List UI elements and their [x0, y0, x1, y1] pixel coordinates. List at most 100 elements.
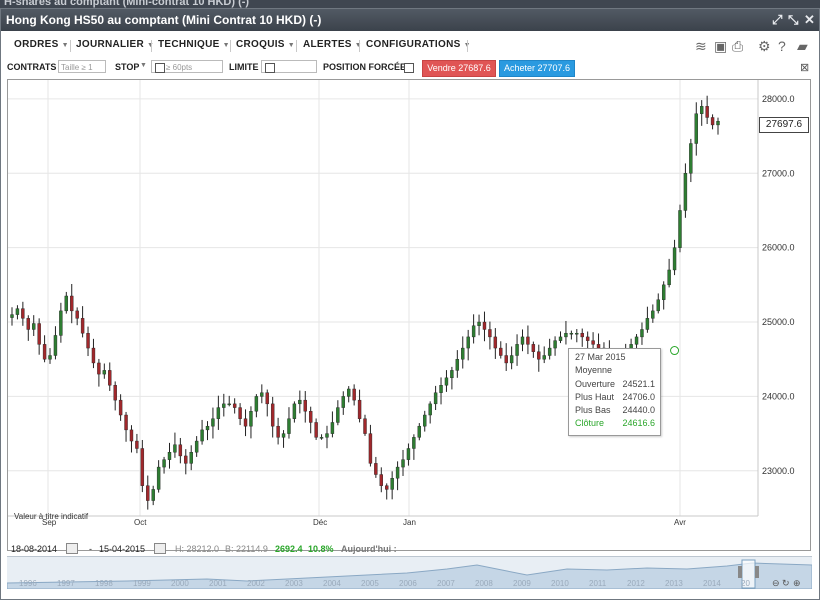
- buy-button[interactable]: Acheter 27707.6: [499, 60, 575, 77]
- candle-body: [308, 411, 313, 423]
- help-icon[interactable]: ?: [778, 38, 786, 54]
- print-icon[interactable]: ⎙: [732, 38, 744, 54]
- candle-body: [347, 388, 351, 397]
- end-date: 15-04-2015: [99, 544, 146, 554]
- menu-bar: ORDRES▼ JOURNALIER▼ TECHNIQUE▼ CROQUIS▼ …: [1, 33, 819, 59]
- candle-body: [336, 407, 340, 423]
- collapse-icon[interactable]: ⤡: [788, 12, 799, 27]
- tooltip-date: 27 Mar 2015: [575, 352, 626, 362]
- range-handle-left[interactable]: [738, 566, 742, 578]
- start-calendar-icon[interactable]: [66, 543, 78, 554]
- chart-area[interactable]: 28000.0 27000.0 26000.0 25000.0 24000.0 23000…: [7, 79, 811, 551]
- navigator-year-label: 2009: [513, 579, 531, 588]
- x-tick-label: Oct: [134, 518, 147, 527]
- range-handle-right[interactable]: [755, 566, 759, 578]
- x-tick-label: Sep: [42, 518, 57, 527]
- candle-body: [156, 466, 161, 490]
- candle-body: [254, 396, 259, 412]
- layers-icon[interactable]: ≋: [695, 38, 707, 54]
- candle-body: [15, 308, 20, 315]
- candle-body: [412, 437, 416, 449]
- candle-body: [276, 425, 280, 438]
- gear-icon[interactable]: ⚙: [758, 38, 771, 54]
- menu-alerts[interactable]: ALERTES▼: [303, 39, 362, 50]
- candle-body: [48, 355, 52, 360]
- candle-body: [216, 407, 221, 419]
- order-bar: CONTRATS Taille ≥ 1 STOP ▼ ≥ 60pts LIMIT…: [1, 59, 819, 77]
- navigator-year-label: 2011: [589, 579, 607, 588]
- candle-body: [325, 433, 329, 438]
- stop-dropdown-caret[interactable]: ▼: [140, 62, 147, 69]
- contracts-size-input[interactable]: Taille ≥ 1: [58, 60, 106, 73]
- forced-position-checkbox[interactable]: [404, 63, 414, 73]
- tooltip-high-value: 24706.0: [622, 392, 655, 402]
- tooltip-close-label: Clôture: [575, 418, 605, 428]
- time-navigator[interactable]: 1996 1997 1998 1999 2000 2001 2002 2003 2004 2005…: [7, 556, 812, 589]
- limit-input[interactable]: [261, 60, 317, 73]
- sell-button[interactable]: Vendre 27687.6: [422, 60, 496, 77]
- candle-body: [395, 466, 400, 479]
- navigator-year-label: 1999: [133, 579, 151, 588]
- candle-body: [21, 308, 25, 319]
- candle-body: [113, 385, 117, 401]
- limit-checkbox[interactable]: [265, 63, 275, 73]
- y-tick-label: 24000.0: [762, 391, 795, 401]
- candle-body: [227, 403, 231, 406]
- comment-icon[interactable]: ▰: [797, 38, 808, 54]
- candle-body: [10, 314, 14, 318]
- fullscreen-icon[interactable]: ⊠: [800, 62, 810, 74]
- candle-body: [444, 377, 449, 386]
- x-tick-label: Jan: [403, 518, 416, 527]
- y-tick-label: 23000.0: [762, 466, 795, 476]
- candle-body: [499, 347, 503, 356]
- stop-distance-input[interactable]: ≥ 60pts: [151, 60, 223, 73]
- candle-body: [656, 299, 660, 312]
- candle-body: [232, 403, 237, 408]
- candle-body: [129, 429, 134, 442]
- current-price-label: 27697.6: [759, 117, 809, 133]
- forced-position-label: POSITION FORCÉE: [323, 62, 407, 72]
- candle-body: [32, 323, 36, 330]
- period-low: B: 22114.9: [225, 544, 268, 554]
- stop-checkbox[interactable]: [155, 63, 165, 73]
- candle-body: [651, 310, 655, 319]
- candle-tooltip: 27 Mar 2015 Moyenne Ouverture 24521.1 Pl…: [568, 348, 661, 436]
- zoom-in-icon[interactable]: ⊕: [793, 578, 801, 588]
- menu-sketches[interactable]: CROQUIS ▼: [236, 39, 296, 50]
- candle-body: [146, 485, 150, 501]
- menu-settings[interactable]: CONFIGURATIONS▼: [366, 39, 471, 50]
- candle-body: [292, 403, 297, 419]
- candle-body: [509, 355, 514, 364]
- candle-body: [173, 444, 177, 453]
- candle-body: [108, 370, 112, 386]
- y-tick-label: 27000.0: [762, 168, 795, 178]
- close-icon[interactable]: ✕: [804, 12, 815, 27]
- menu-journal[interactable]: JOURNALIER▼: [76, 39, 154, 50]
- zoom-out-icon[interactable]: ⊖: [772, 578, 780, 588]
- candle-body: [270, 403, 275, 427]
- period-high: H: 28212.0: [175, 544, 220, 554]
- expand-icon[interactable]: ⤢: [772, 12, 783, 27]
- menu-orders[interactable]: ORDRES ▼: [14, 39, 69, 50]
- candle-body: [75, 310, 79, 319]
- candle-body: [189, 452, 193, 464]
- candlestick-chart[interactable]: 28000.0 27000.0 26000.0 25000.0 24000.0 23000…: [8, 80, 808, 548]
- reset-icon[interactable]: ↻: [782, 578, 790, 588]
- menu-technical[interactable]: TECHNIQUE ▼: [158, 39, 230, 50]
- candle-body: [162, 459, 166, 468]
- period-change: 2692.4: [275, 544, 303, 554]
- navigator-year-label: 2012: [627, 579, 645, 588]
- candle-body: [243, 418, 248, 427]
- navigator-year-label: 2007: [437, 579, 455, 588]
- end-calendar-icon[interactable]: [154, 543, 166, 554]
- navigator-year-label: 2010: [551, 579, 569, 588]
- window-title: Hong Kong HS50 au comptant (Mini Contrat…: [6, 13, 322, 27]
- y-tick-label: 26000.0: [762, 243, 795, 253]
- image-icon[interactable]: ▣: [714, 38, 728, 54]
- contracts-label: CONTRATS: [7, 62, 57, 72]
- candle-body: [537, 351, 541, 360]
- candle-body: [689, 143, 693, 174]
- candle-body: [298, 399, 302, 405]
- period-change-pct: 10.8%: [308, 544, 334, 554]
- candle-body: [401, 459, 405, 468]
